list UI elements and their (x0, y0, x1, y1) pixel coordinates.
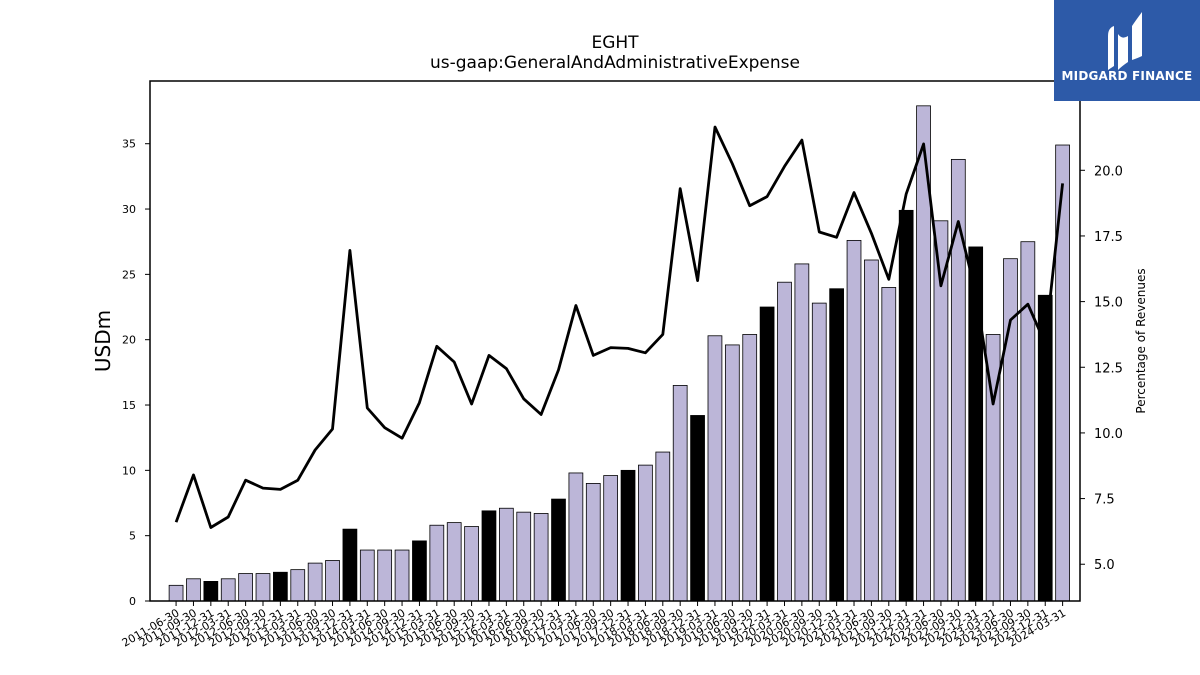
bar (585, 483, 601, 602)
bar (638, 464, 653, 602)
bar (359, 549, 375, 602)
brand-logo: MIDGARD FINANCE (1054, 0, 1200, 101)
axes-group: 0 5 10 15 20 25 30 35 5.0 7.5 10.0 12.5 15.0 17.5 20.0… (120, 80, 1123, 650)
y-tick-label: 15 (122, 399, 136, 412)
bar (516, 511, 532, 602)
y-tick-label: 35 (122, 138, 136, 151)
bar (568, 472, 584, 602)
y2-tick-label: 15.0 (1094, 296, 1123, 311)
logo-text: MIDGARD FINANCE (1061, 69, 1193, 83)
bar (499, 507, 514, 602)
bar (829, 288, 844, 602)
bar (481, 510, 497, 602)
y-tick-label: 20 (122, 334, 136, 347)
y-tick-label: 10 (122, 464, 136, 477)
bar (533, 513, 549, 602)
bar (238, 573, 253, 602)
bar (603, 475, 619, 602)
bar (1055, 144, 1070, 602)
y2-tick-label: 17.5 (1094, 230, 1123, 245)
y-tick-label: 25 (122, 268, 136, 281)
bar (203, 581, 219, 602)
bar (864, 259, 879, 602)
bar (307, 562, 323, 602)
bar (273, 571, 288, 602)
series-line (174, 125, 1064, 529)
line-group (174, 125, 1064, 529)
y2-tick-label: 5.0 (1094, 558, 1115, 573)
bar (811, 302, 827, 602)
y-axis-label: USDm (91, 310, 115, 372)
chart-subtitle: us-gaap:GeneralAndAdministrativeExpense (430, 53, 800, 73)
bar (186, 578, 201, 602)
chart-title: EGHT (591, 33, 639, 53)
y2-tick-label: 7.5 (1094, 493, 1115, 508)
bar (1020, 241, 1036, 602)
bar (881, 287, 897, 602)
bar (220, 578, 236, 602)
bar (742, 334, 758, 602)
bar (672, 385, 688, 602)
bar (290, 569, 306, 602)
bar (412, 540, 427, 602)
bar (168, 584, 184, 602)
bar (464, 526, 479, 602)
plot-frame (149, 80, 1081, 602)
bar (446, 522, 462, 602)
bar (707, 335, 723, 602)
logo-mark-icon (1108, 12, 1142, 70)
bar (724, 344, 740, 602)
bar (655, 451, 671, 602)
bar (394, 549, 410, 602)
bar (794, 263, 810, 602)
bars-group (168, 105, 1070, 602)
bar (898, 209, 914, 602)
y-tick-label: 5 (129, 530, 136, 543)
y2-tick-label: 12.5 (1094, 361, 1123, 376)
bar (255, 573, 271, 602)
bar (342, 528, 358, 602)
bar (551, 498, 566, 602)
y-tick-label: 0 (129, 595, 136, 608)
bar (620, 469, 636, 602)
bar (846, 239, 862, 602)
bar (325, 560, 340, 602)
y2-tick-label: 20.0 (1094, 164, 1123, 179)
bar (1003, 258, 1018, 602)
bar (429, 524, 445, 602)
bar (377, 549, 393, 602)
y2-tick-label: 10.0 (1094, 427, 1123, 442)
bar (777, 281, 792, 602)
y-tick-label: 30 (122, 203, 136, 216)
bar (759, 306, 775, 602)
bar (690, 415, 705, 602)
y2-axis-label: Percentage of Revenues (1134, 268, 1148, 413)
